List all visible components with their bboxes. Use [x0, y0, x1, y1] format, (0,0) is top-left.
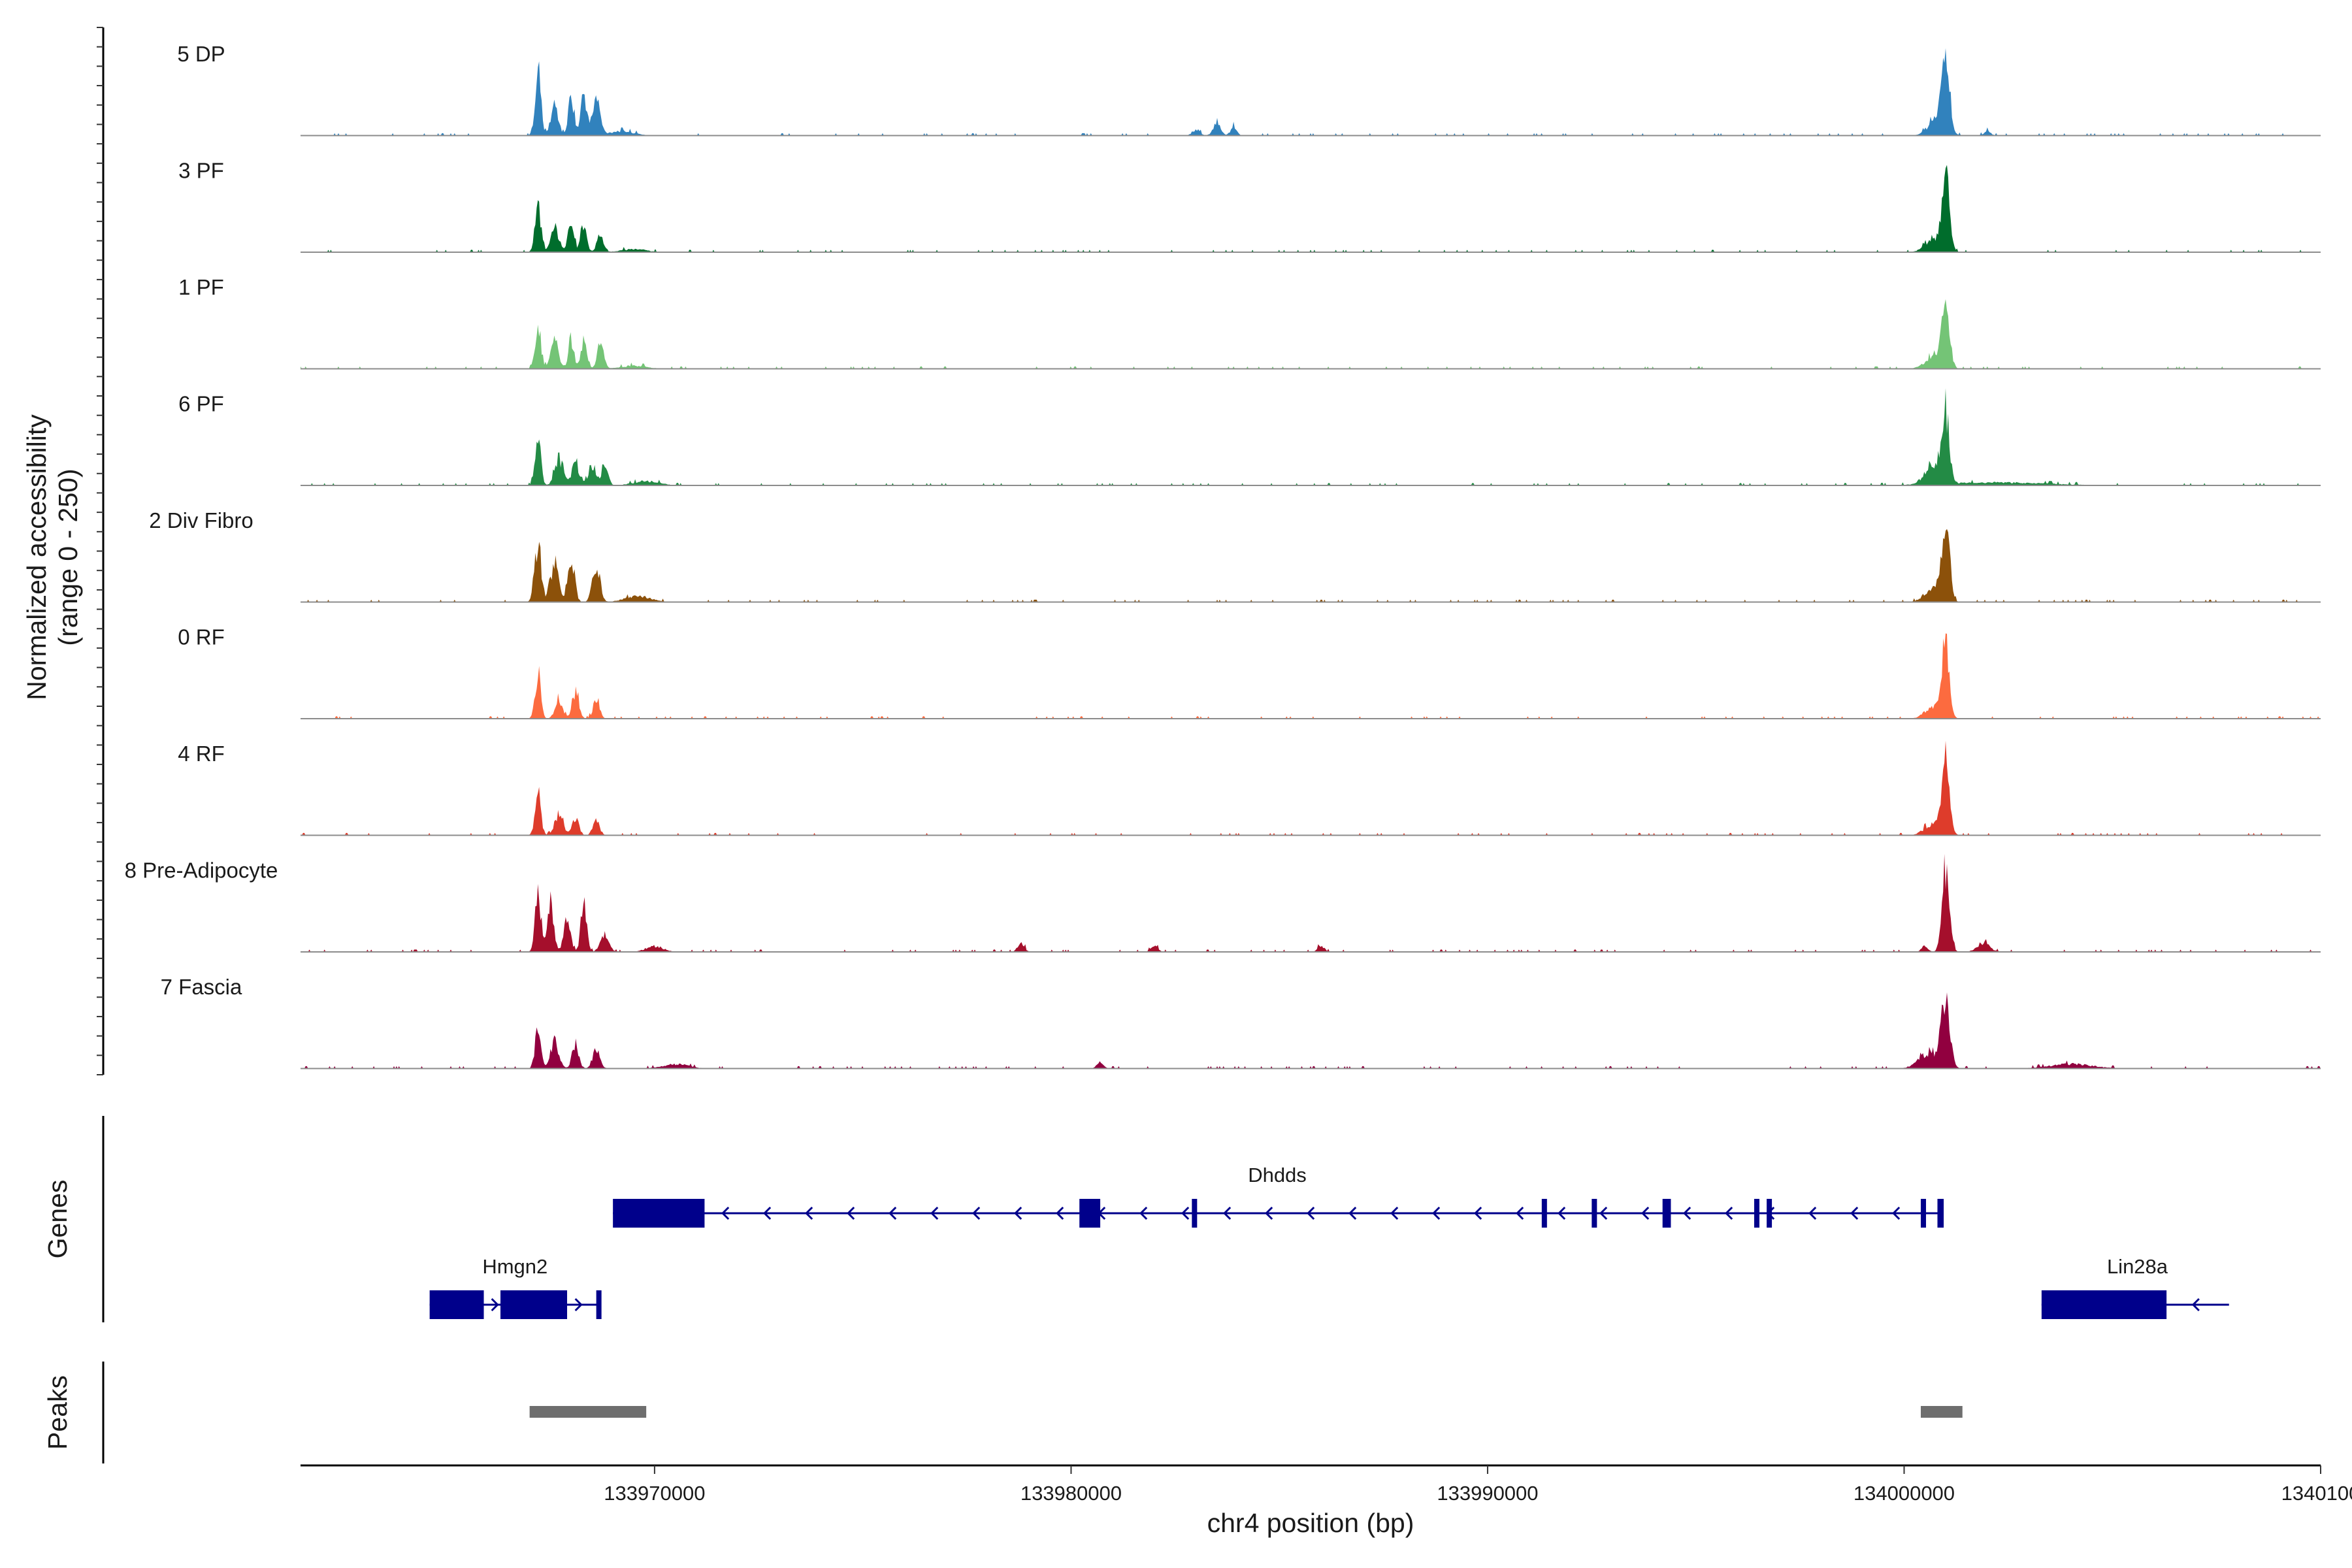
- track-2-div-fibro: 2 Div Fibro: [149, 508, 2321, 603]
- coverage-tracks: 5 DP 3 PF 1 PF 6 PF 2 Div Fibro 0 RF 4 RF 8 Pre…: [125, 42, 2321, 1070]
- track-3-pf: 3 PF: [178, 159, 2321, 253]
- gene-label: Lin28a: [2107, 1255, 2168, 1278]
- coverage-area: [301, 633, 2321, 719]
- track-label: 4 RF: [178, 742, 225, 766]
- track-label: 5 DP: [177, 42, 225, 66]
- strand-arrow: [1139, 1206, 1148, 1220]
- strand-arrow: [1558, 1206, 1566, 1220]
- x-axis-title: chr4 position (bp): [1207, 1508, 1414, 1538]
- gene-annotation-track: Dhdds Hmgn2 Lin28a: [429, 1164, 2229, 1319]
- gene-exon: [2041, 1290, 2167, 1319]
- strand-arrow: [847, 1206, 855, 1220]
- coverage-area: [301, 992, 2321, 1069]
- gene-dhdds: Dhdds: [613, 1164, 1944, 1228]
- track-7-fascia: 7 Fascia: [161, 975, 2321, 1070]
- coverage-area: [301, 529, 2321, 602]
- peaks-panel-title: Peaks: [42, 1375, 73, 1450]
- track-8-pre-adipocyte: 8 Pre-Adipocyte: [125, 854, 2321, 953]
- x-tick-label: 133990000: [1437, 1482, 1538, 1505]
- gene-exon: [1541, 1199, 1547, 1228]
- strand-arrow: [1599, 1206, 1608, 1220]
- track-label: 7 Fascia: [161, 975, 242, 999]
- gene-hmgn2: Hmgn2: [429, 1255, 602, 1319]
- peak-region: [1920, 1406, 1963, 1418]
- strand-arrow: [1223, 1206, 1232, 1220]
- y-axis: [97, 27, 105, 1075]
- gene-exon: [1192, 1199, 1198, 1228]
- strand-arrow: [1432, 1206, 1441, 1220]
- x-tick-label: 133970000: [604, 1482, 705, 1505]
- x-tick-label: 1340100: [2281, 1482, 2352, 1505]
- x-axis: 133970000 133980000 133990000 134000000 1340…: [604, 1465, 2352, 1505]
- coverage-area: [301, 165, 2321, 252]
- coverage-area: [301, 388, 2321, 485]
- gene-exon: [1767, 1199, 1772, 1228]
- track-label: 6 PF: [178, 392, 224, 416]
- gene-lin28a: Lin28a: [2041, 1255, 2229, 1319]
- strand-arrow: [930, 1206, 939, 1220]
- x-tick-label: 133980000: [1021, 1482, 1122, 1505]
- coverage-area: [301, 740, 2321, 836]
- strand-arrow: [1641, 1206, 1650, 1220]
- strand-arrow: [1265, 1206, 1273, 1220]
- gene-label: Hmgn2: [482, 1255, 547, 1278]
- strand-arrow: [1850, 1206, 1859, 1220]
- strand-arrow: [972, 1206, 981, 1220]
- track-label: 0 RF: [178, 625, 225, 649]
- strand-arrow: [1307, 1206, 1315, 1220]
- gene-exon: [1754, 1199, 1759, 1228]
- gene-exon: [596, 1290, 602, 1319]
- track-label: 3 PF: [178, 159, 224, 183]
- gene-exon: [1662, 1199, 1671, 1228]
- track-label: 2 Div Fibro: [149, 508, 253, 532]
- strand-arrow: [1348, 1206, 1357, 1220]
- gene-exon: [613, 1199, 705, 1228]
- strand-arrow: [1474, 1206, 1482, 1220]
- strand-arrow: [889, 1206, 897, 1220]
- genes-panel-title: Genes: [42, 1180, 73, 1259]
- track-0-rf: 0 RF: [178, 625, 2321, 719]
- gene-exon: [429, 1290, 484, 1319]
- coverage-area: [301, 854, 2321, 952]
- strand-arrow: [491, 1298, 499, 1312]
- strand-arrow: [1014, 1206, 1022, 1220]
- strand-arrow: [1725, 1206, 1733, 1220]
- track-label: 8 Pre-Adipocyte: [125, 858, 278, 883]
- x-tick-label: 134000000: [1854, 1482, 1955, 1505]
- y-axis-title-line2: (range 0 - 250): [53, 468, 83, 645]
- strand-arrow: [763, 1206, 772, 1220]
- track-5-dp: 5 DP: [177, 42, 2321, 137]
- strand-arrow: [805, 1206, 813, 1220]
- gene-exon: [1937, 1199, 1944, 1228]
- strand-arrow: [574, 1298, 583, 1312]
- coverage-area: [301, 48, 2321, 136]
- strand-arrow: [1892, 1206, 1901, 1220]
- strand-arrow: [1181, 1206, 1190, 1220]
- gene-exon: [1079, 1199, 1101, 1228]
- strand-arrow: [1390, 1206, 1399, 1220]
- strand-arrow: [2191, 1298, 2200, 1312]
- track-4-rf: 4 RF: [178, 740, 2321, 836]
- strand-arrow: [1516, 1206, 1524, 1220]
- coverage-area: [301, 299, 2321, 369]
- peak-region: [529, 1406, 647, 1418]
- gene-exon: [1920, 1199, 1926, 1228]
- strand-arrow: [1056, 1206, 1064, 1220]
- y-axis-title-line1: Normalized accessibility: [22, 414, 52, 700]
- strand-arrow: [721, 1206, 730, 1220]
- gene-exon: [500, 1290, 568, 1319]
- track-6-pf: 6 PF: [178, 388, 2321, 486]
- strand-arrow: [1808, 1206, 1817, 1220]
- track-1-pf: 1 PF: [178, 275, 2321, 370]
- strand-arrow: [1683, 1206, 1691, 1220]
- track-label: 1 PF: [178, 275, 224, 299]
- peak-regions-track: [529, 1406, 1963, 1418]
- gene-exon: [1592, 1199, 1597, 1228]
- gene-label: Dhdds: [1248, 1164, 1307, 1186]
